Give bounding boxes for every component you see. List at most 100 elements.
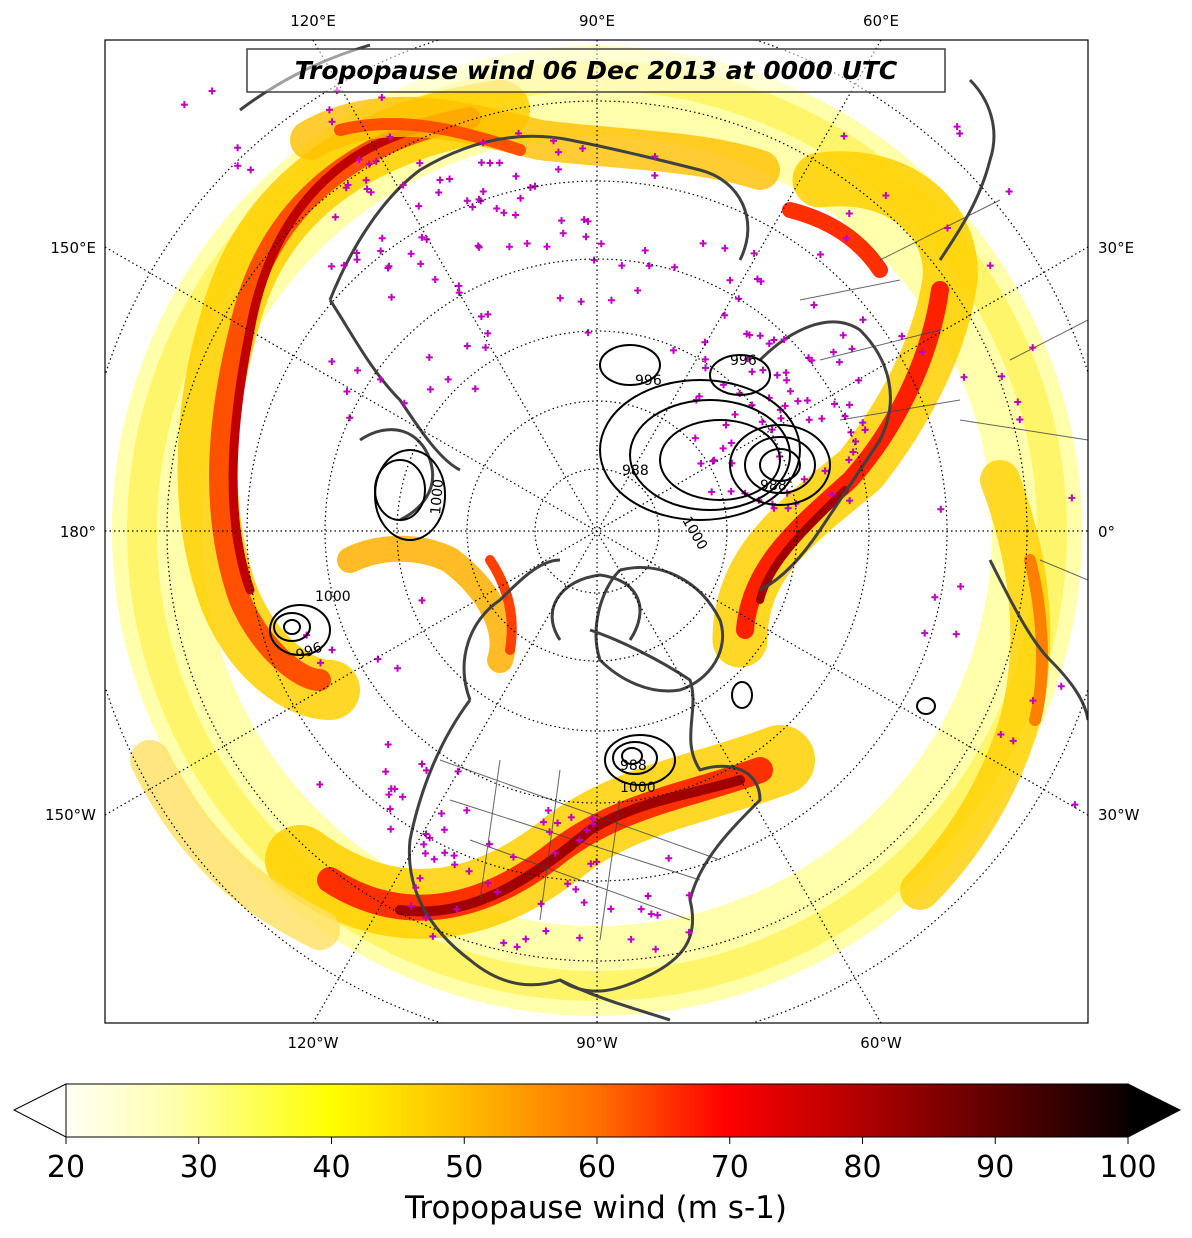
station-marker [425,353,433,361]
station-marker [479,139,487,147]
station-marker [848,345,856,353]
station-marker [407,250,415,258]
station-marker [1009,737,1017,745]
station-marker [478,159,486,167]
colorbar-extend-min [12,1083,67,1138]
station-marker [782,369,790,377]
station-marker [340,261,348,269]
station-marker [855,376,863,384]
station-marker [416,874,424,882]
station-marker [377,375,385,383]
station-marker [998,372,1006,380]
station-marker [388,293,396,301]
station-marker [558,217,566,225]
station-marker [805,416,813,424]
station-marker [551,849,559,857]
station-marker [367,188,375,196]
station-marker [331,213,339,221]
station-marker [765,340,773,348]
station-marker [526,184,534,192]
station-marker [589,820,597,828]
colorbar-tick-label: 70 [711,1150,749,1185]
station-marker [1068,494,1076,502]
station-marker [378,94,386,102]
station-marker [446,175,454,183]
station-marker [420,840,428,848]
coastlines [239,43,1088,1022]
station-marker [590,256,598,264]
station-marker [353,256,361,264]
station-marker [422,914,430,922]
station-marker [463,197,471,205]
station-marker [576,934,584,942]
station-marker [415,202,423,210]
station-marker [234,144,242,152]
station-marker [564,880,572,888]
station-marker [387,825,395,833]
contour-label: 996 [635,373,662,389]
station-marker [493,205,501,213]
station-marker [542,927,550,935]
station-marker [816,251,824,259]
station-marker [607,905,615,913]
station-marker [543,243,551,251]
station-marker [784,504,792,512]
station-marker [362,176,370,184]
colorbar-ticks: 20 30 40 50 60 70 80 90 100 [47,1137,1157,1185]
station-marker [849,448,857,456]
station-marker [770,336,778,344]
station-marker [808,356,816,364]
station-marker [582,233,590,241]
station-marker [627,935,635,943]
station-marker [597,240,605,248]
station-marker [818,415,826,423]
colorbar-tick-label: 40 [312,1150,350,1185]
station-marker [830,400,838,408]
station-marker [748,368,756,376]
station-marker [382,768,390,776]
station-marker [731,410,739,418]
station-marker [861,426,869,434]
station-marker [918,348,926,356]
station-marker [840,132,848,140]
station-marker [512,172,520,180]
graticule [105,40,1088,1023]
station-marker [777,414,785,422]
station-marker [1071,801,1079,809]
station-marker [721,244,729,252]
station-marker [378,234,386,242]
station-marker [540,818,548,826]
station-marker [697,459,705,467]
station-marker [537,900,545,908]
colorbar-label: Tropopause wind (m s-1) [404,1190,787,1226]
contour-label: 1000 [620,780,656,796]
station-marker [421,849,429,857]
station-marker [670,346,678,354]
station-marker [727,439,735,447]
station-marker [773,371,781,379]
station-marker [921,629,929,637]
station-marker [474,242,482,250]
station-marker [463,342,471,350]
station-marker [1057,682,1065,690]
station-marker [758,418,766,426]
station-marker [637,905,645,913]
contour-label: 996 [730,353,757,369]
station-marker [1029,344,1037,352]
station-marker [794,397,802,405]
station-marker [372,157,380,165]
contour-label: 1000 [428,478,447,515]
station-marker [385,262,393,270]
station-marker [587,860,595,868]
station-marker [346,414,354,422]
station-marker [846,497,854,505]
station-marker [387,785,395,793]
station-marker [845,401,853,409]
station-marker [353,249,361,257]
station-marker [544,807,552,815]
station-marker [759,366,767,374]
station-marker [583,826,591,834]
station-marker [234,162,242,170]
station-marker [496,159,504,167]
station-marker [572,885,580,893]
